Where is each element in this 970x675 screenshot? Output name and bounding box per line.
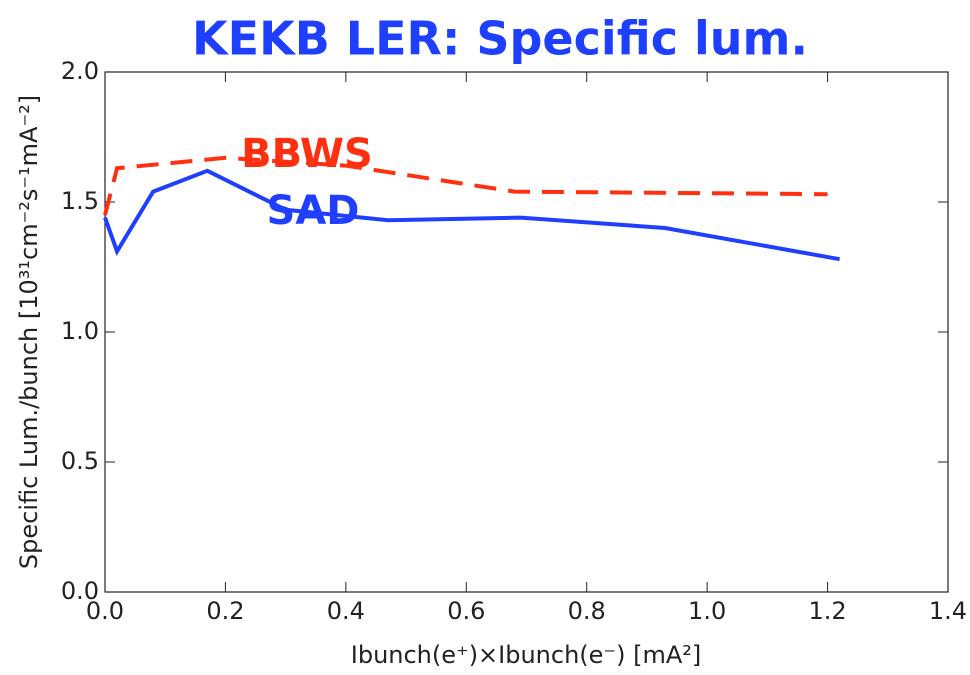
plot-frame bbox=[104, 71, 949, 593]
y-axis-title: Specific Lum./bunch [10³¹cm⁻²s⁻¹mA⁻²] bbox=[15, 95, 43, 569]
y-tick-label: 0.0 bbox=[61, 577, 99, 605]
x-tick-label: 0.8 bbox=[568, 597, 606, 625]
x-tick-label: 1.4 bbox=[929, 597, 967, 625]
series-label: BBWS bbox=[241, 131, 373, 177]
series-label: SAD bbox=[267, 188, 360, 234]
x-tick-label: 1.2 bbox=[808, 597, 846, 625]
y-tick-label: 0.5 bbox=[61, 447, 99, 475]
chart-title: KEKB LER: Specific lum. bbox=[192, 12, 808, 66]
x-tick-label: 1.0 bbox=[688, 597, 726, 625]
x-axis-title: Ibunch(e⁺)×Ibunch(e⁻) [mA²] bbox=[351, 641, 701, 669]
series-line bbox=[103, 168, 840, 262]
x-tick-label: 0.6 bbox=[447, 597, 485, 625]
x-tick-label: 0.0 bbox=[86, 597, 124, 625]
x-tick-label: 0.4 bbox=[327, 597, 365, 625]
y-tick-label: 1.0 bbox=[61, 317, 99, 345]
y-tick-label: 1.5 bbox=[61, 187, 99, 215]
series-line bbox=[103, 155, 828, 216]
x-tick-label: 0.2 bbox=[206, 597, 244, 625]
y-tick-label: 2.0 bbox=[61, 57, 99, 85]
